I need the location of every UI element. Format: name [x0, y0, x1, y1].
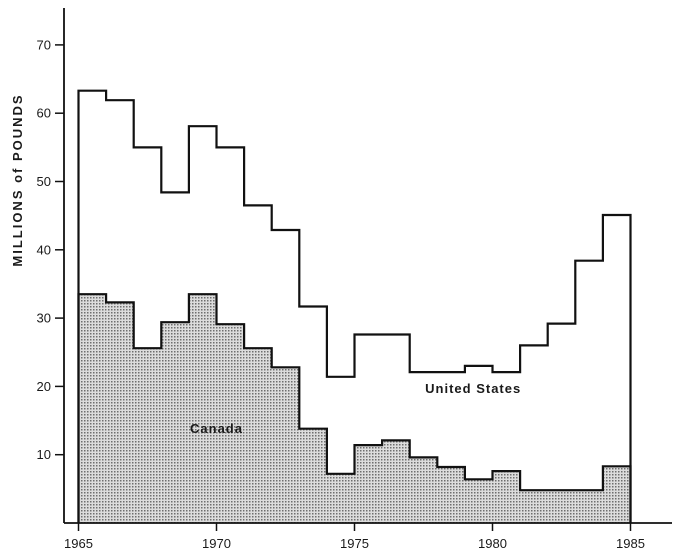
canada-bar-1968 — [161, 322, 189, 523]
y-tick-label-60: 60 — [37, 106, 51, 121]
annotation-canada: Canada — [190, 421, 243, 436]
canada-bar-1972 — [271, 367, 300, 523]
canada-bar-1983 — [575, 490, 603, 523]
canada-bar-1975 — [354, 445, 383, 523]
x-tick-label-1985: 1985 — [616, 536, 645, 551]
x-tick-label-1980: 1980 — [478, 536, 507, 551]
y-tick-label-70: 70 — [37, 37, 51, 52]
canada-bar-1984 — [602, 466, 631, 523]
canada-bar-1965 — [78, 294, 107, 523]
x-tick-label-1975: 1975 — [340, 536, 369, 551]
canada-bar-1976 — [382, 440, 410, 523]
y-tick-label-30: 30 — [37, 311, 51, 326]
canada-bar-1977 — [409, 457, 438, 523]
y-tick-label-20: 20 — [37, 379, 51, 394]
canada-bar-1971 — [244, 348, 272, 523]
canada-series-line — [77, 293, 632, 523]
y-tick-label-10: 10 — [37, 447, 51, 462]
x-tick-label-1965: 1965 — [64, 536, 93, 551]
canada-bar-1978 — [437, 466, 465, 523]
canada-bar-1981 — [520, 490, 548, 523]
plot-area: 10 20 30 40 50 60 70 1965 1970 1975 1980 1985 Canada… — [37, 8, 672, 551]
canada-bar-1982 — [547, 490, 576, 523]
canada-bar-1967 — [133, 348, 162, 523]
united-states-series-line — [77, 89, 632, 523]
x-tick-label-1970: 1970 — [202, 536, 231, 551]
y-tick-label-50: 50 — [37, 174, 51, 189]
canada-bar-1966 — [106, 302, 134, 523]
canada-bar-1969 — [188, 294, 217, 523]
canada-bar-1970 — [216, 324, 245, 523]
canada-bar-1973 — [299, 428, 327, 523]
canada-bar-1980 — [492, 471, 521, 523]
canada-bar-1974 — [326, 473, 355, 523]
y-axis-label: MILLIONS of POUNDS — [10, 93, 25, 266]
annotation-united-states: United States — [425, 381, 521, 396]
canada-bar-1979 — [464, 479, 493, 523]
y-tick-label-40: 40 — [37, 242, 51, 257]
